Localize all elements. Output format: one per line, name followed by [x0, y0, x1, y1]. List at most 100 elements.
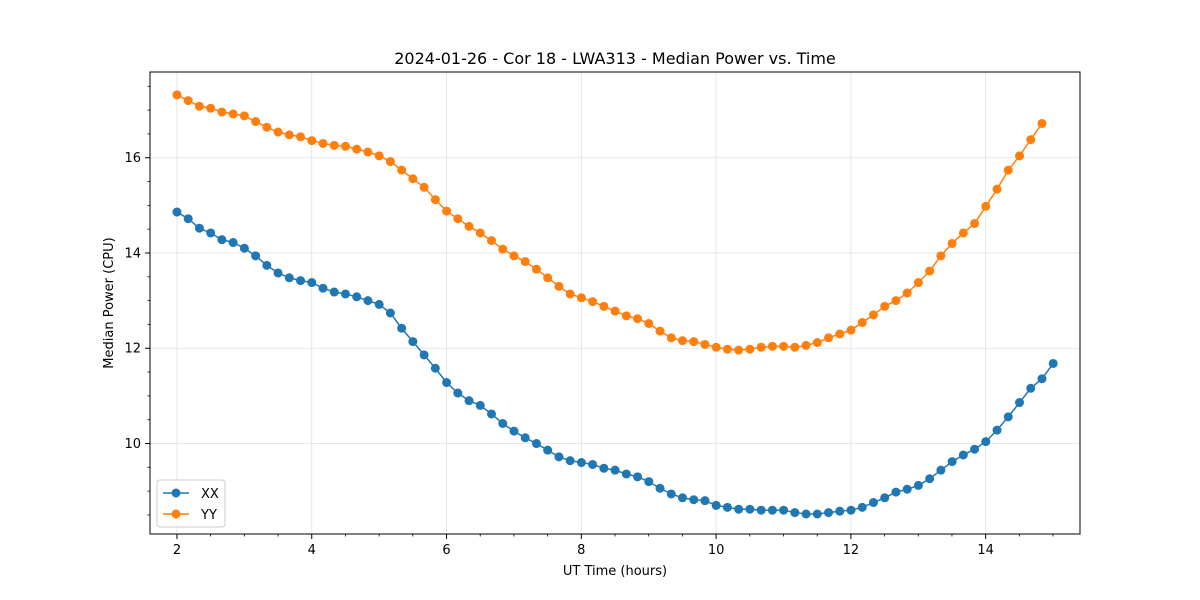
data-point-xx — [610, 465, 620, 475]
data-point-yy — [801, 340, 811, 350]
data-point-xx — [767, 505, 777, 515]
data-point-yy — [913, 278, 923, 288]
data-point-yy — [824, 333, 834, 343]
y-tick-label: 12 — [124, 342, 141, 357]
data-point-yy — [599, 301, 609, 311]
data-point-yy — [284, 130, 294, 140]
data-point-yy — [644, 318, 654, 328]
data-point-xx — [374, 299, 384, 309]
data-point-yy — [385, 157, 395, 167]
data-point-yy — [633, 314, 643, 324]
data-point-xx — [284, 273, 294, 283]
data-point-xx — [172, 207, 182, 217]
data-point-xx — [363, 296, 373, 306]
legend-marker-xx — [171, 488, 181, 498]
data-point-yy — [363, 147, 373, 157]
data-point-xx — [891, 487, 901, 497]
data-point-xx — [902, 484, 912, 494]
grid-layer — [150, 72, 1080, 534]
data-point-xx — [711, 500, 721, 510]
data-point-xx — [576, 458, 586, 468]
data-point-yy — [1026, 135, 1036, 145]
data-point-xx — [835, 506, 845, 516]
data-point-xx — [273, 268, 283, 278]
data-point-xx — [1026, 383, 1036, 393]
data-point-xx — [340, 289, 350, 299]
data-point-yy — [1003, 165, 1013, 175]
data-point-xx — [262, 260, 272, 270]
data-point-yy — [756, 342, 766, 352]
legend-marker-yy — [171, 509, 181, 519]
data-point-xx — [734, 504, 744, 514]
data-point-yy — [352, 144, 362, 154]
data-point-xx — [419, 350, 429, 360]
data-point-xx — [644, 477, 654, 487]
data-point-yy — [262, 122, 272, 132]
x-tick-label: 10 — [708, 543, 725, 558]
data-point-xx — [318, 283, 328, 293]
legend-label-yy: YY — [200, 508, 217, 523]
data-point-yy — [430, 195, 440, 205]
data-point-yy — [239, 111, 249, 121]
data-point-xx — [599, 463, 609, 473]
data-point-yy — [880, 301, 890, 311]
data-point-yy — [565, 289, 575, 299]
data-point-xx — [1003, 412, 1013, 422]
data-point-xx — [700, 496, 710, 506]
data-point-xx — [666, 489, 676, 499]
data-point-yy — [902, 288, 912, 298]
data-point-xx — [689, 495, 699, 505]
data-point-yy — [397, 165, 407, 175]
legend: XX YY — [156, 479, 226, 528]
data-point-yy — [835, 329, 845, 339]
data-point-yy — [543, 273, 553, 283]
data-point-yy — [419, 182, 429, 192]
data-point-yy — [206, 103, 216, 113]
data-point-yy — [857, 318, 867, 328]
data-point-yy — [329, 140, 339, 150]
data-point-yy — [655, 326, 665, 336]
data-point-xx — [543, 445, 553, 455]
data-point-xx — [397, 323, 407, 333]
data-point-yy — [475, 228, 485, 238]
data-point-xx — [846, 505, 856, 515]
data-point-xx — [565, 456, 575, 466]
tick-layer: 2 4 6 8 10 12 14 10 12 14 16 — [124, 85, 1054, 558]
data-point-yy — [531, 264, 541, 274]
data-point-xx — [1037, 374, 1047, 384]
data-point-yy — [194, 101, 204, 111]
data-point-yy — [891, 296, 901, 306]
data-point-yy — [779, 341, 789, 351]
data-point-yy — [588, 297, 598, 307]
data-point-xx — [655, 483, 665, 493]
data-point-yy — [970, 218, 980, 228]
data-point-yy — [307, 136, 317, 146]
data-point-xx — [857, 502, 867, 512]
data-point-xx — [251, 251, 261, 261]
data-point-yy — [722, 344, 732, 354]
data-point-yy — [374, 151, 384, 161]
data-point-yy — [981, 201, 991, 211]
data-point-xx — [913, 480, 923, 490]
legend-label-xx: XX — [201, 487, 219, 502]
data-point-yy — [1015, 151, 1025, 161]
data-point-xx — [756, 505, 766, 515]
x-tick-label: 4 — [308, 543, 316, 558]
data-point-xx — [206, 228, 216, 238]
data-point-yy — [812, 338, 822, 348]
x-tick-label: 12 — [843, 543, 860, 558]
data-point-xx — [1048, 358, 1058, 368]
data-point-yy — [251, 117, 261, 127]
data-point-xx — [981, 437, 991, 447]
data-point-xx — [621, 469, 631, 479]
data-point-yy — [340, 141, 350, 151]
data-point-yy — [689, 337, 699, 347]
data-point-xx — [722, 502, 732, 512]
data-point-xx — [183, 214, 193, 224]
data-point-xx — [936, 465, 946, 475]
data-point-yy — [487, 236, 497, 246]
y-tick-label: 10 — [124, 437, 141, 452]
data-point-yy — [442, 206, 452, 216]
data-point-xx — [475, 400, 485, 410]
